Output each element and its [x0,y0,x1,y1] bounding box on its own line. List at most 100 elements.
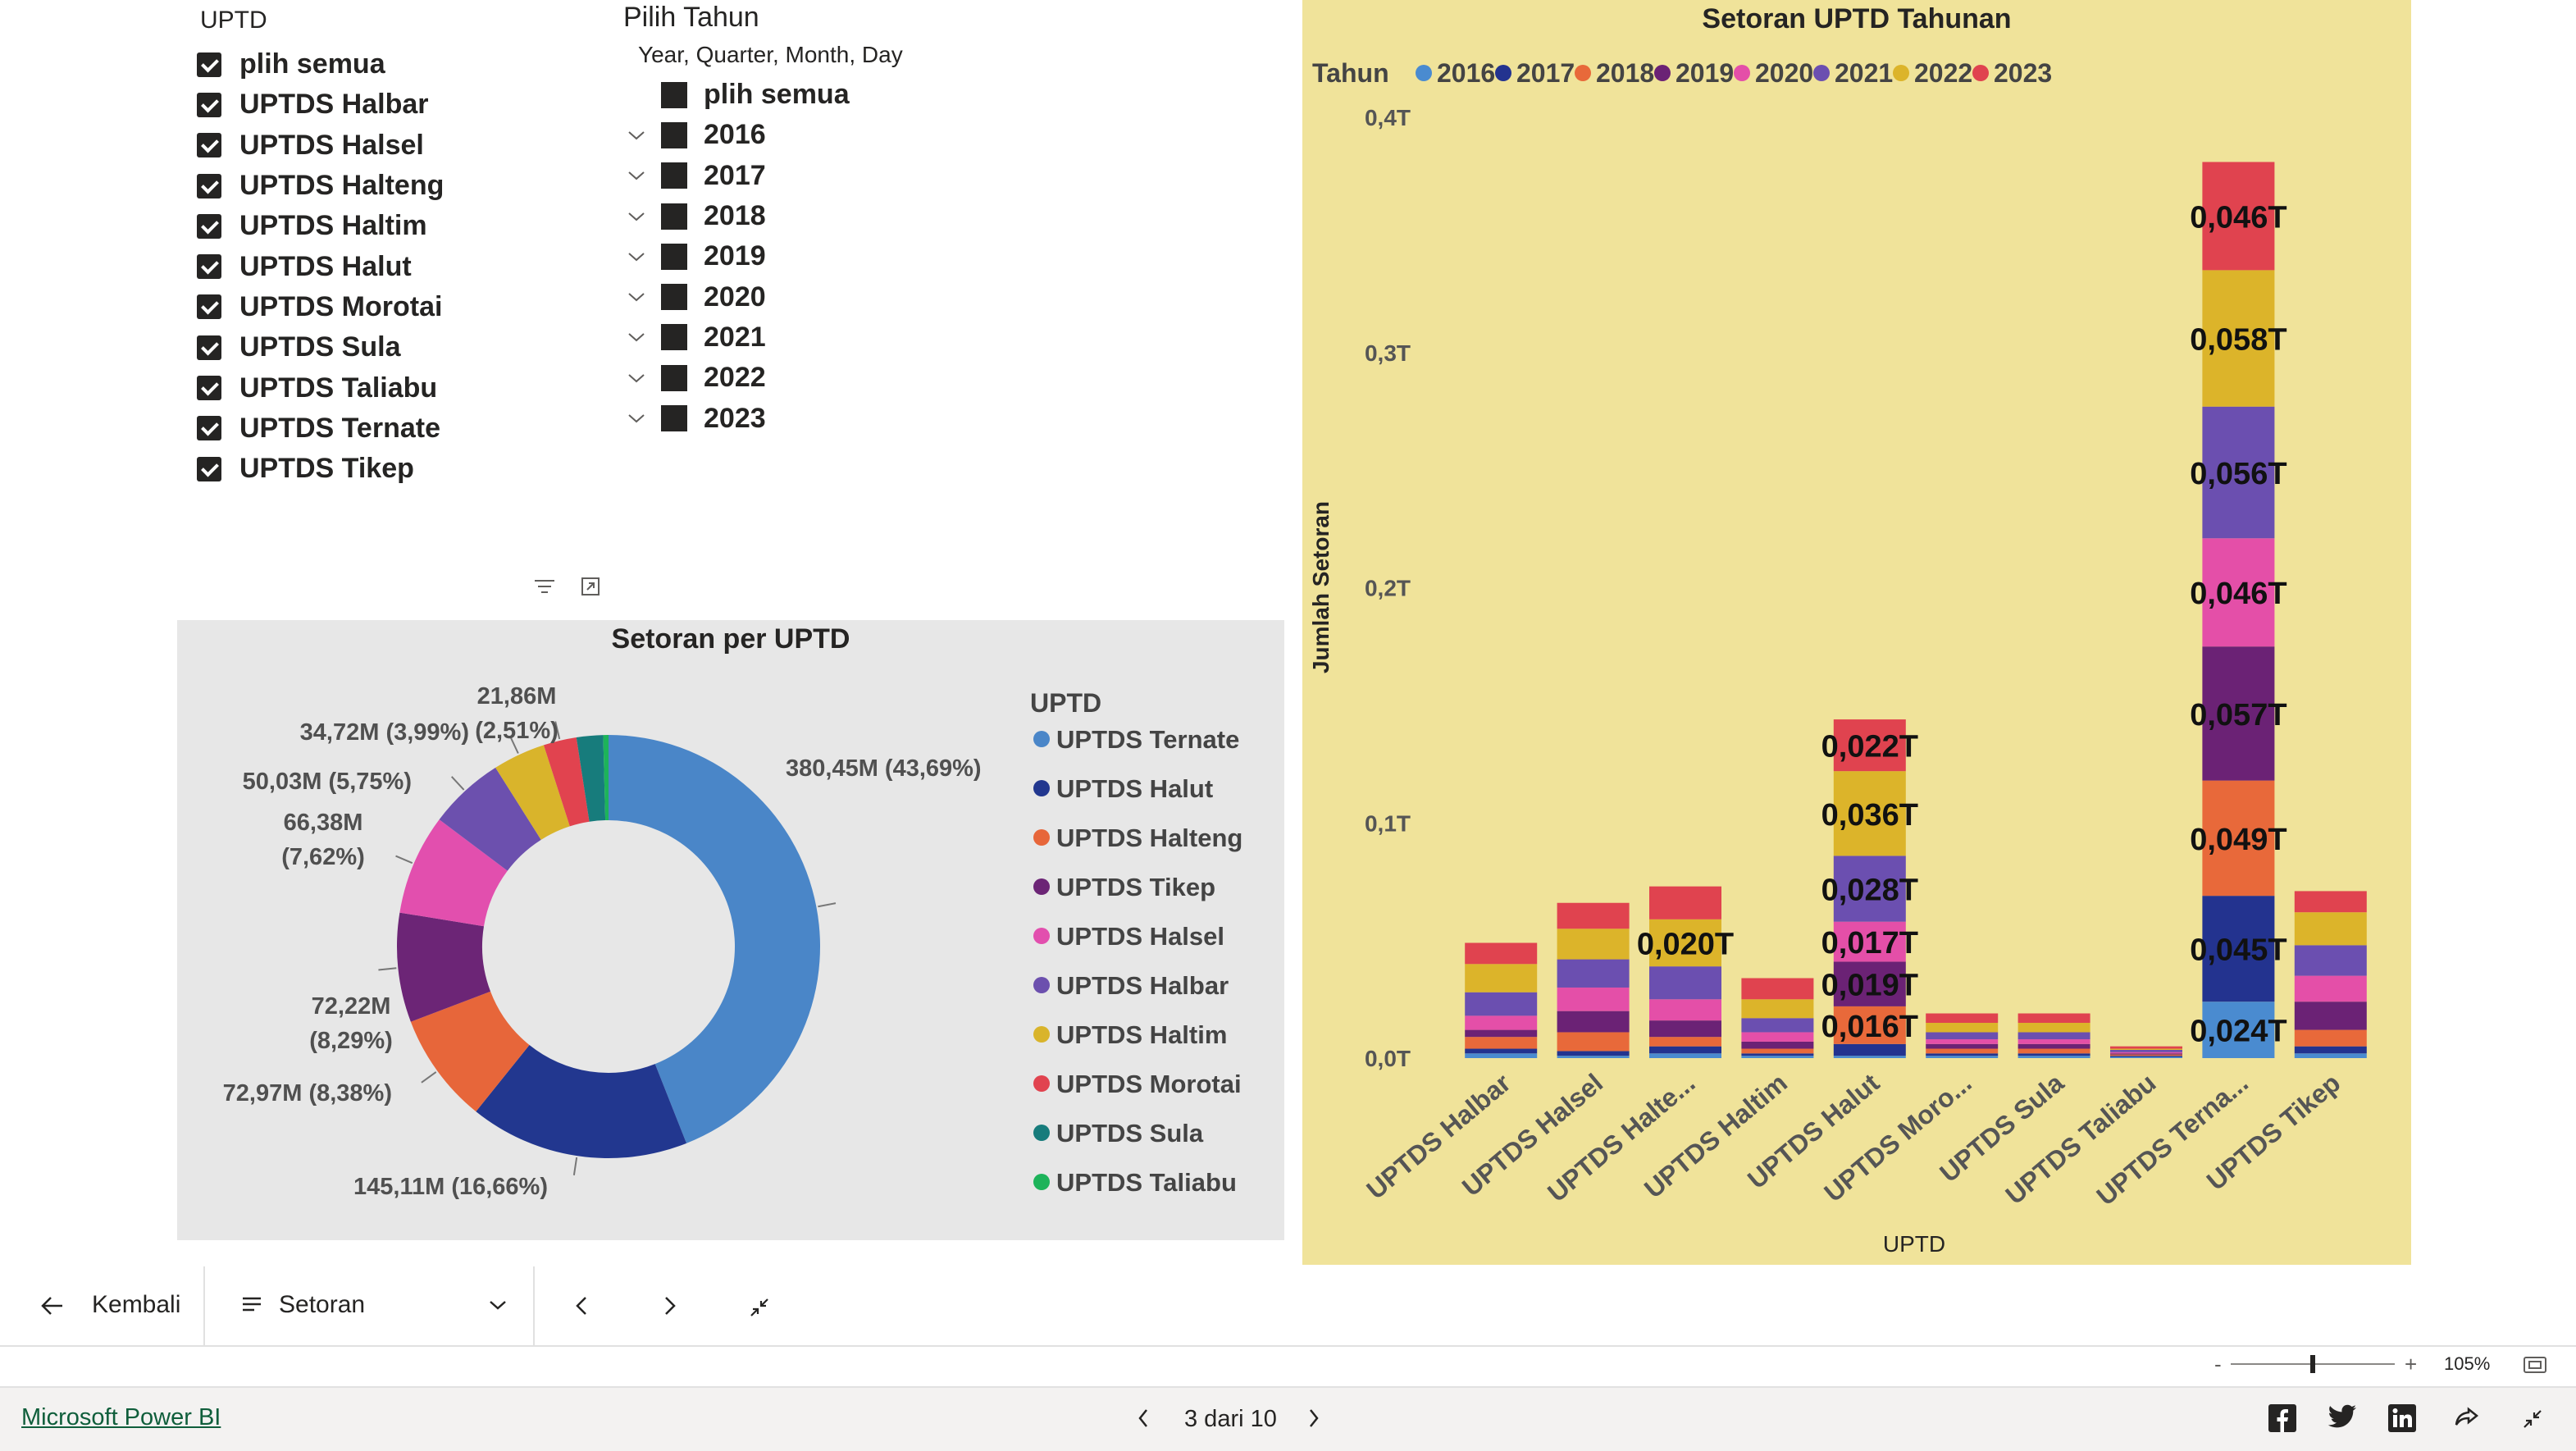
donut-slice[interactable] [495,745,570,840]
uptd-slicer-item[interactable]: UPTDS Halteng [197,166,623,206]
bar-segment[interactable] [1465,992,1538,1016]
bar-legend-item[interactable]: 2023 [1994,58,2052,88]
bar-segment[interactable] [2294,1029,2367,1047]
facebook-icon[interactable] [2268,1404,2296,1436]
bar-segment[interactable] [1557,1051,1630,1056]
bar-segment[interactable] [2017,1013,2090,1023]
chevron-down-icon[interactable] [620,331,653,343]
checkbox-checked[interactable] [197,294,221,320]
bar-segment[interactable] [1926,1048,1999,1054]
year-slicer-item[interactable]: 2021 [620,317,1079,358]
bar-segment[interactable] [2202,1002,2275,1058]
bar-segment[interactable] [1557,902,1630,929]
bar-segment[interactable] [1649,919,1721,967]
year-checkbox[interactable] [661,203,687,230]
back-button[interactable]: Kembali [92,1291,181,1318]
bar-segment[interactable] [1465,942,1538,965]
bar-segment[interactable] [2017,1022,2090,1033]
bar-segment[interactable] [2110,1054,2182,1056]
bar-segment[interactable] [1465,1015,1538,1030]
bar-segment[interactable] [1465,964,1538,992]
bar-segment[interactable] [2017,1039,2090,1044]
donut-slice[interactable] [603,735,609,821]
uptd-slicer-item[interactable]: UPTDS Halut [197,246,623,286]
bar-segment[interactable] [2294,945,2367,976]
bar-segment[interactable] [1833,771,1906,856]
bar-segment[interactable] [2294,891,2367,913]
bar-segment[interactable] [1741,1056,1814,1058]
uptd-slicer-item[interactable]: UPTDS Morotai [197,287,623,327]
uptd-slicer-item[interactable]: UPTDS Ternate [197,408,623,449]
checkbox-checked[interactable] [197,52,221,77]
bar-segment[interactable] [2017,1053,2090,1056]
zoom-out-button[interactable]: - [2214,1352,2222,1376]
donut-slice[interactable] [576,735,606,822]
select-all-checkbox[interactable] [661,81,687,108]
year-checkbox[interactable] [661,121,687,148]
bar-segment[interactable] [2202,406,2275,539]
next-page-status-icon[interactable] [1307,1408,1320,1433]
bar-legend-item[interactable]: 2020 [1755,58,1813,88]
year-checkbox[interactable] [661,284,687,311]
bar-segment[interactable] [1465,1037,1538,1049]
donut-legend-item[interactable]: UPTDS Halut [1056,774,1213,803]
bar-segment[interactable] [1741,1018,1814,1033]
share-icon[interactable] [2452,1406,2480,1435]
bar-segment[interactable] [2294,975,2367,1002]
linkedin-icon[interactable] [2388,1404,2416,1436]
year-slicer-item[interactable]: 2016 [620,115,1079,155]
donut-slice[interactable] [399,819,508,927]
bar-segment[interactable] [1741,1041,1814,1049]
year-select-all[interactable]: plih semua [620,75,1079,115]
uptd-slicer-item[interactable]: plih semua [197,44,623,84]
bar-segment[interactable] [1557,987,1630,1011]
bar-segment[interactable] [1649,1053,1721,1058]
bar-segment[interactable] [2294,1053,2367,1058]
uptd-slicer-item[interactable]: UPTDS Sula [197,327,623,367]
donut-legend-item[interactable]: UPTDS Halbar [1056,971,1229,1000]
bar-segment[interactable] [1833,719,1906,772]
bar-segment[interactable] [1557,959,1630,988]
year-slicer-item[interactable]: 2023 [620,398,1079,438]
bar-segment[interactable] [2017,1032,2090,1040]
bar-segment[interactable] [1557,1056,1630,1058]
prev-page-status-icon[interactable] [1137,1408,1150,1433]
year-checkbox[interactable] [661,324,687,351]
donut-legend-item[interactable]: UPTDS Tikep [1056,873,1215,901]
bar-segment[interactable] [2202,896,2275,1002]
bar-segment[interactable] [1833,961,1906,1006]
twitter-icon[interactable] [2328,1404,2357,1435]
donut-slice[interactable] [609,735,821,1143]
year-checkbox[interactable] [661,405,687,432]
donut-legend-item[interactable]: UPTDS Halteng [1056,824,1242,852]
bar-segment[interactable] [2202,646,2275,781]
bar-segment[interactable] [1833,1056,1906,1058]
bar-segment[interactable] [1465,1029,1538,1038]
bar-segment[interactable] [2202,538,2275,647]
year-slicer-item[interactable]: 2020 [620,276,1079,317]
bar-segment[interactable] [1649,886,1721,919]
year-slicer-item[interactable]: 2022 [620,358,1079,398]
bar-segment[interactable] [2110,1056,2182,1058]
bar-segment[interactable] [2294,1002,2367,1030]
uptd-slicer-item[interactable]: UPTDS Halsel [197,125,623,166]
checkbox-checked[interactable] [197,416,221,441]
chevron-down-icon[interactable] [620,413,653,424]
year-checkbox[interactable] [661,364,687,391]
bar-segment[interactable] [1926,1013,1999,1023]
bar-segment[interactable] [1649,966,1721,1000]
bar-segment[interactable] [1833,1006,1906,1044]
year-slicer-item[interactable]: 2019 [620,236,1079,276]
donut-slice[interactable] [439,767,541,871]
uptd-slicer-item[interactable]: UPTDS Taliabu [197,367,623,408]
donut-legend-item[interactable]: UPTDS Ternate [1056,725,1239,754]
bar-segment[interactable] [1465,1053,1538,1058]
bar-legend-item[interactable]: 2019 [1676,58,1734,88]
focus-mode-icon[interactable] [581,577,600,595]
checkbox-checked[interactable] [197,335,221,360]
year-checkbox[interactable] [661,162,687,189]
bar-segment[interactable] [1557,929,1630,960]
bar-segment[interactable] [1833,921,1906,962]
bar-segment[interactable] [1926,1039,1999,1044]
bar-segment[interactable] [2294,1046,2367,1054]
